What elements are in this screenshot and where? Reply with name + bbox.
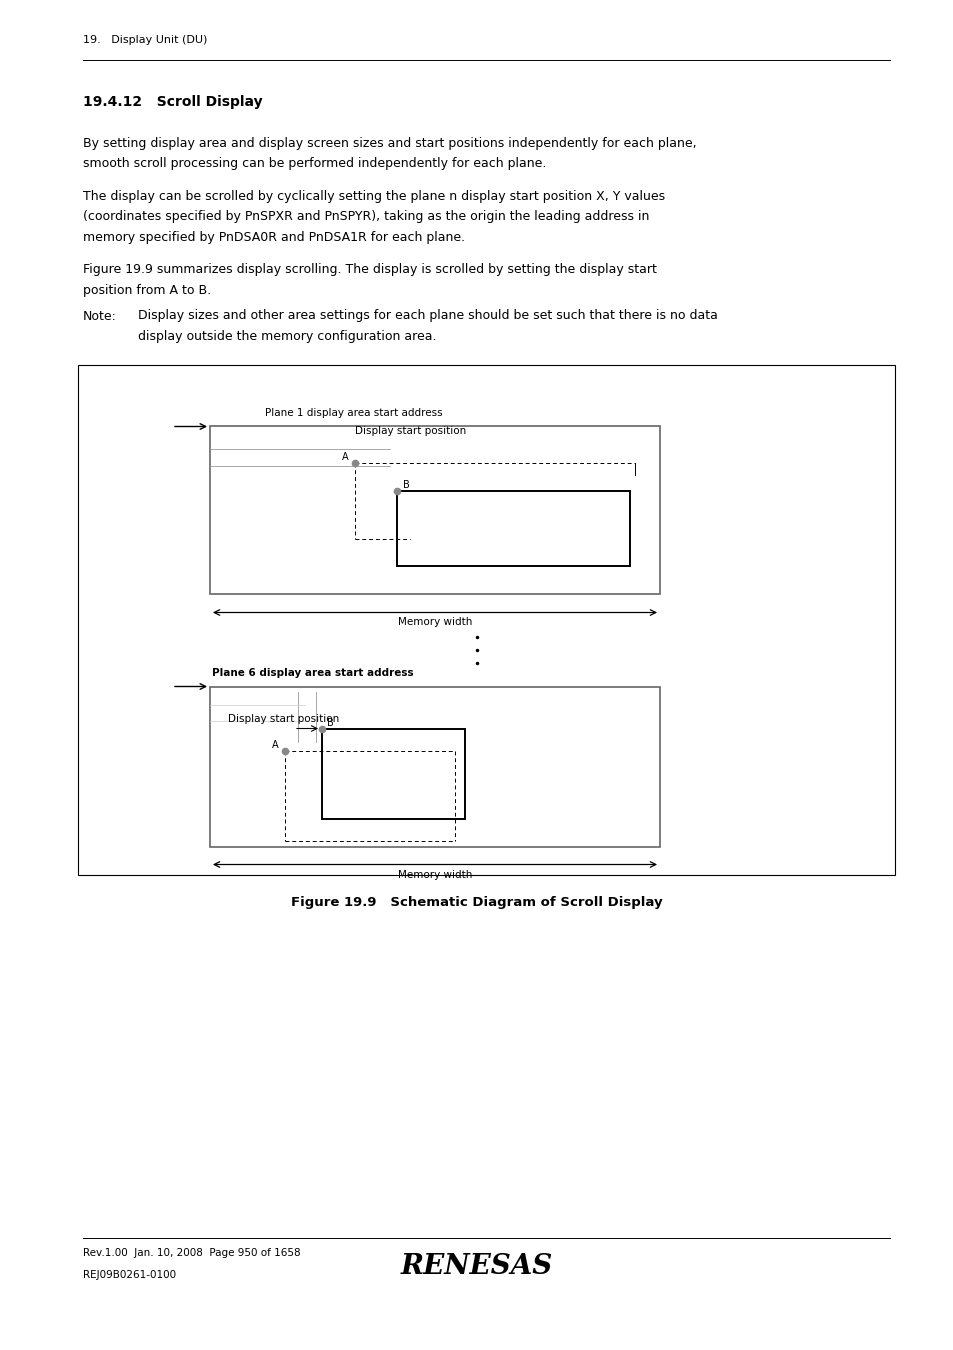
Text: Display start position: Display start position [355,427,466,436]
Text: Rev.1.00  Jan. 10, 2008  Page 950 of 1658: Rev.1.00 Jan. 10, 2008 Page 950 of 1658 [83,1247,300,1258]
Text: Figure 19.9   Schematic Diagram of Scroll Display: Figure 19.9 Schematic Diagram of Scroll … [291,896,662,910]
Text: Memory width: Memory width [397,869,472,879]
Text: position from A to B.: position from A to B. [83,284,211,297]
Text: A: A [272,740,278,749]
Text: Note:: Note: [83,309,117,323]
Text: A: A [341,452,348,463]
Bar [78,364,894,875]
Text: Plane 1 display area start address: Plane 1 display area start address [265,409,442,418]
Text: Display start position: Display start position [228,714,339,725]
Bar [396,491,629,567]
Text: B: B [327,717,334,728]
Text: Display sizes and other area settings for each plane should be set such that the: Display sizes and other area settings fo… [138,309,717,323]
Text: REJ09B0261-0100: REJ09B0261-0100 [83,1270,176,1280]
Text: Plane 6 display area start address: Plane 6 display area start address [212,668,414,679]
Text: Figure 19.9 summarizes display scrolling. The display is scrolled by setting the: Figure 19.9 summarizes display scrolling… [83,263,657,277]
Bar [322,729,464,818]
Text: smooth scroll processing can be performed independently for each plane.: smooth scroll processing can be performe… [83,158,546,170]
Text: By setting display area and display screen sizes and start positions independent: By setting display area and display scre… [83,136,696,150]
Text: memory specified by PnDSA0R and PnDSA1R for each plane.: memory specified by PnDSA0R and PnDSA1R … [83,231,465,244]
Bar [210,427,659,594]
Text: display outside the memory configuration area.: display outside the memory configuration… [138,329,436,343]
Text: B: B [402,481,410,490]
Text: Memory width: Memory width [397,617,472,628]
Text: 19.   Display Unit (DU): 19. Display Unit (DU) [83,35,207,45]
Text: The display can be scrolled by cyclically setting the plane n display start posi: The display can be scrolled by cyclicall… [83,190,664,202]
Text: RENESAS: RENESAS [400,1253,553,1280]
Text: 19.4.12   Scroll Display: 19.4.12 Scroll Display [83,95,262,109]
Text: (coordinates specified by PnSPXR and PnSPYR), taking as the origin the leading a: (coordinates specified by PnSPXR and PnS… [83,211,649,224]
Bar [210,687,659,846]
